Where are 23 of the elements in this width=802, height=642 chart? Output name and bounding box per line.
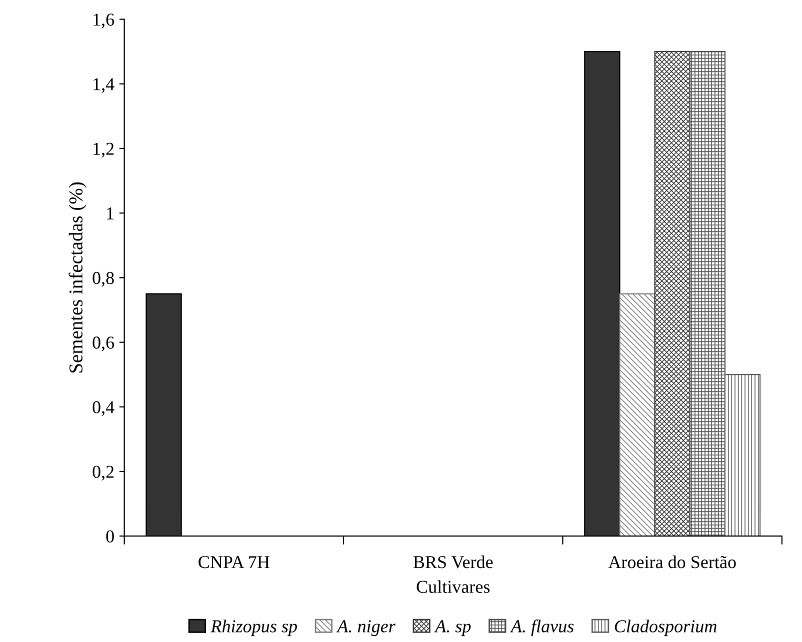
bar [654,51,690,536]
legend-label: A. sp [434,620,471,636]
y-tick-label: 1,2 [94,142,114,158]
x-tick-label: Aroeira do Sertão [608,556,736,568]
legend-label: A. niger [336,620,396,636]
x-tick-label: CNPA 7H [198,556,270,568]
legend-label: Cladosporium [614,620,716,636]
x-tick-label: BRS Verde [413,556,493,568]
y-tick-label: 1,6 [94,14,114,28]
y-tick-label: 0,8 [92,272,114,287]
y-tick-label: 0 [106,530,114,543]
legend-label: A. flavus [510,620,574,636]
y-tick-label: 0,2 [92,466,114,481]
y-tick-label: 0,6 [92,336,114,352]
bar [724,374,761,536]
y-tick-label: 1,4 [94,78,114,93]
x-axis-title: Cultivares [416,580,490,593]
legend-label: Rhizopus sp [210,620,297,636]
y-axis-title: Sementes infectadas (%) [68,182,86,372]
y-tick-label: 1 [107,207,114,220]
bar [619,293,656,536]
y-tick-label: 0,4 [92,401,114,416]
bar [689,51,726,536]
